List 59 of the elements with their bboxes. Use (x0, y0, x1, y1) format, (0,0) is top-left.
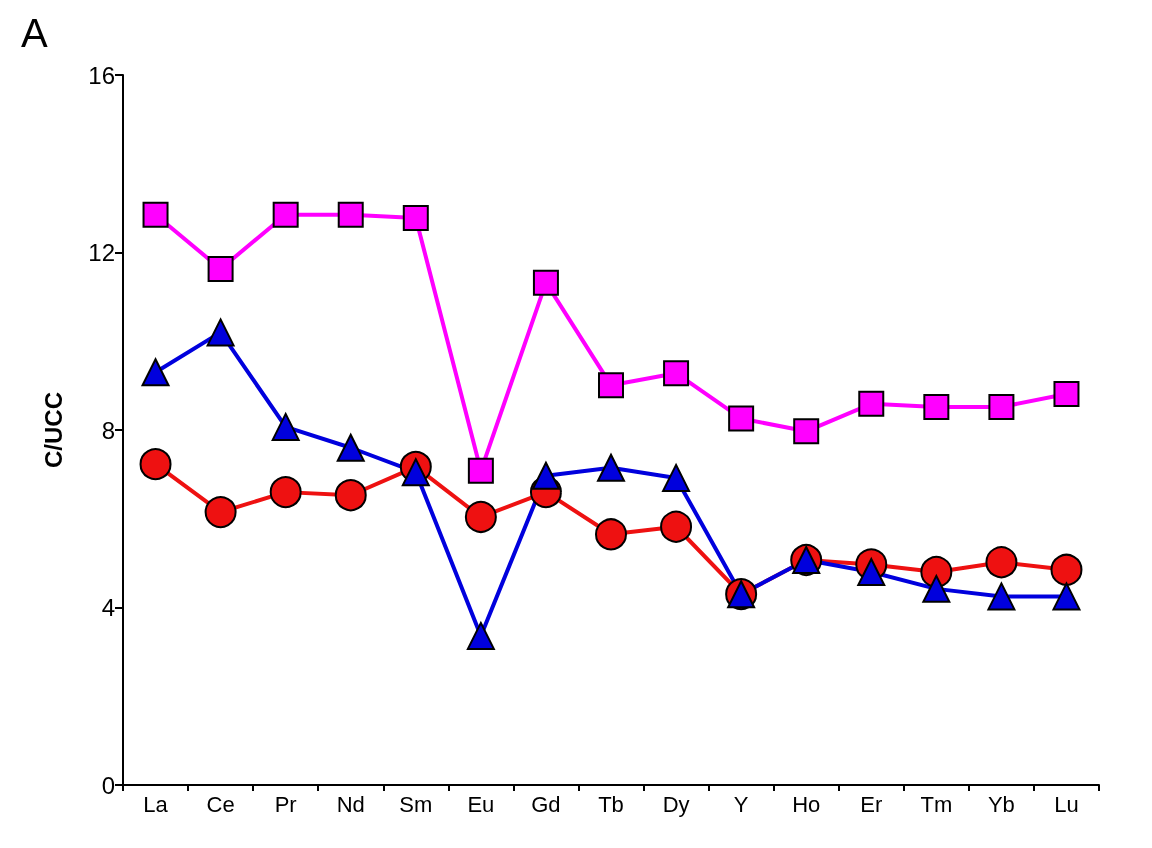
x-tick-label: Gd (531, 791, 561, 817)
x-tick-label: Ho (792, 791, 821, 817)
point (141, 358, 170, 387)
point (663, 360, 690, 387)
x-tick-label: Tb (598, 791, 624, 817)
x-tick-label: Lu (1054, 791, 1079, 817)
x-tick-label: Tm (920, 791, 953, 817)
point (337, 201, 364, 228)
y-tick-label: 8 (101, 416, 115, 444)
point (336, 433, 365, 462)
point (662, 463, 691, 492)
point (142, 201, 169, 228)
point (204, 496, 237, 529)
point (597, 453, 625, 482)
point (271, 412, 300, 441)
point (401, 458, 430, 487)
point (1050, 553, 1083, 586)
x-tick-label: Ce (206, 791, 235, 817)
point (858, 390, 885, 417)
point (793, 418, 820, 445)
point (532, 269, 559, 296)
point (464, 500, 497, 533)
point (272, 201, 299, 228)
x-tick-label: Sm (399, 791, 433, 817)
point (269, 476, 302, 509)
y-axis-title: C/UCC (39, 392, 67, 468)
y-tick-label: 12 (88, 239, 115, 266)
y-tick-label: 16 (88, 61, 115, 89)
point (207, 255, 234, 282)
point (402, 204, 429, 231)
point (985, 546, 1018, 579)
point (660, 510, 693, 543)
point (598, 372, 624, 399)
x-tick-label: Eu (467, 791, 495, 817)
point (923, 393, 950, 420)
y-tick-label: 0 (101, 771, 115, 799)
point (206, 318, 235, 347)
point (922, 574, 951, 603)
x-tick-label: Y (733, 791, 749, 817)
chart-title: A (21, 11, 48, 55)
point (857, 558, 886, 586)
point (531, 461, 560, 490)
x-tick-label: Dy (662, 791, 690, 817)
x-tick-label: La (143, 791, 169, 817)
point (334, 479, 367, 512)
point (466, 621, 495, 650)
point (1053, 381, 1080, 408)
x-tick-label: Yb (987, 791, 1015, 817)
x-tick-label: Er (860, 791, 883, 817)
point (1052, 582, 1081, 611)
point (595, 518, 627, 551)
point (467, 457, 494, 484)
y-tick-label: 4 (101, 594, 115, 621)
x-tick-label: Pr (274, 791, 297, 817)
point (728, 405, 755, 432)
point (987, 582, 1016, 611)
point (139, 448, 172, 481)
x-tick-label: Nd (336, 791, 365, 817)
point (988, 393, 1015, 420)
